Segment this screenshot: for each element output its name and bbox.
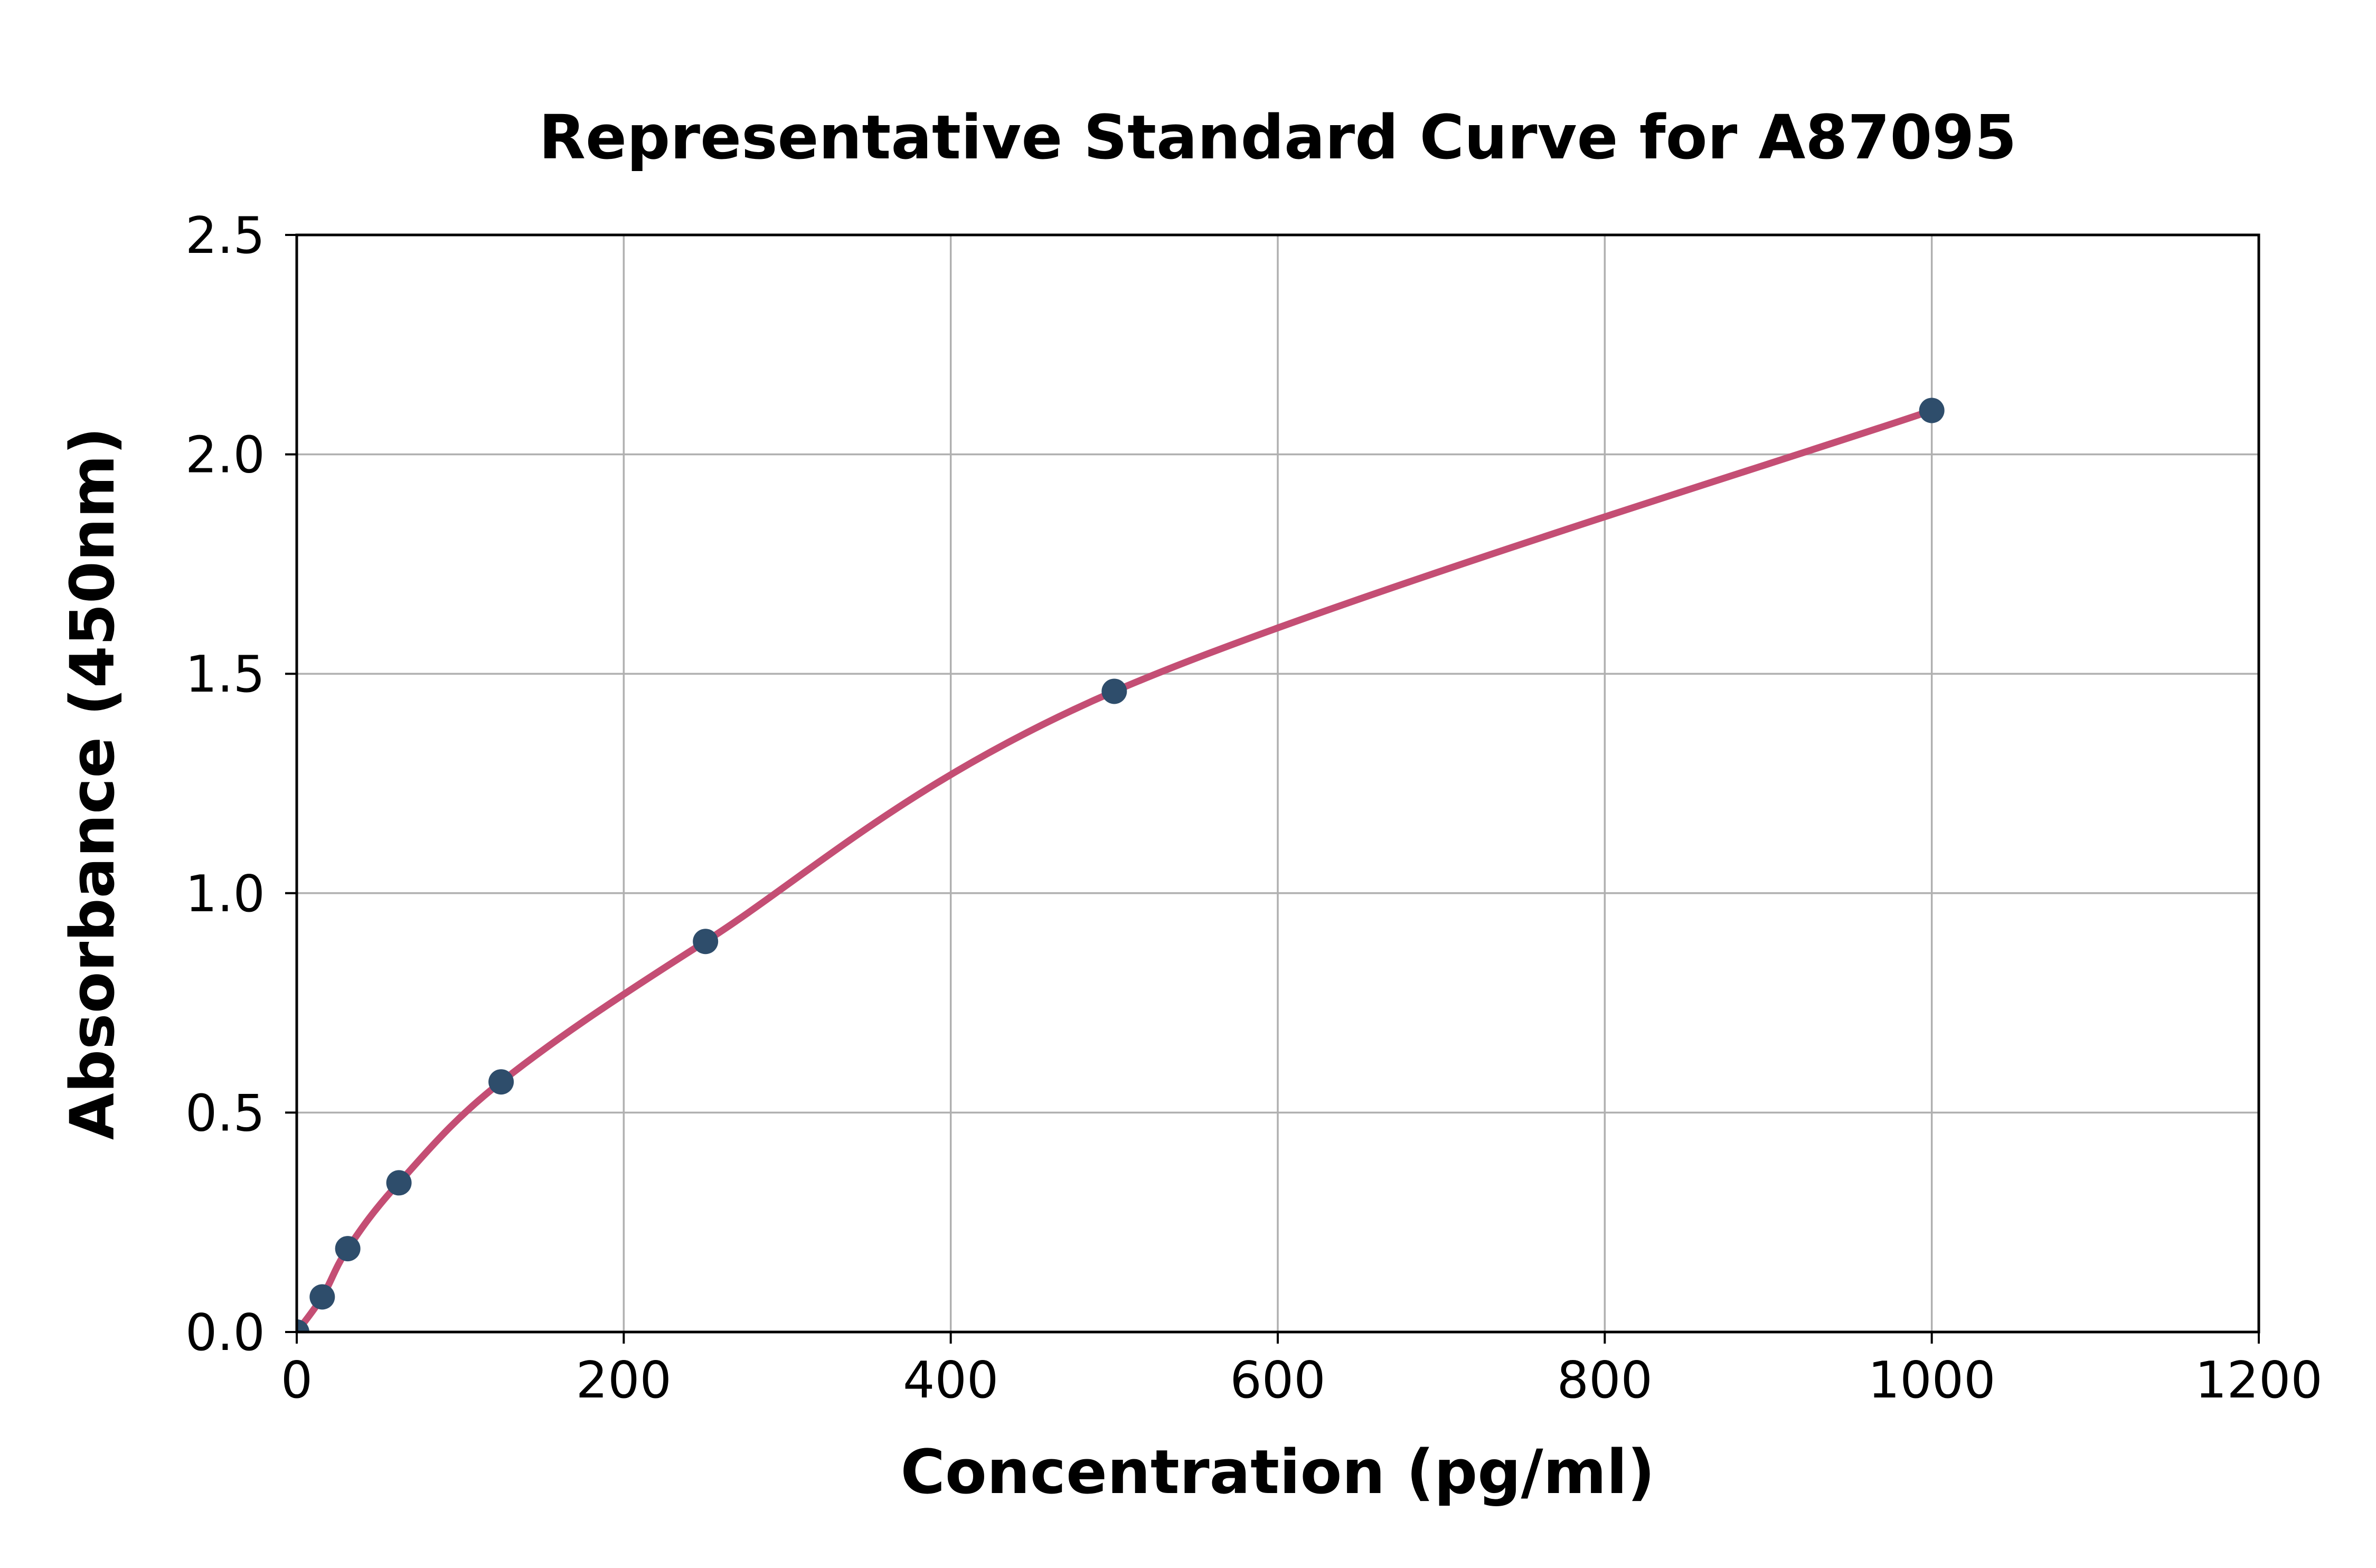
fit-curve <box>297 407 1936 1332</box>
x-tick-label: 400 <box>903 1352 998 1410</box>
y-tick-label: 2.0 <box>185 427 265 485</box>
data-point <box>1919 398 1945 423</box>
data-point <box>488 1069 514 1095</box>
chart-title: Representative Standard Curve for A87095 <box>539 102 2017 173</box>
x-axis-label: Concentration (pg/ml) <box>901 1437 1655 1508</box>
x-tick-label: 600 <box>1230 1352 1325 1410</box>
x-tick-label: 1200 <box>2195 1352 2323 1410</box>
y-tick-label: 1.5 <box>185 646 265 704</box>
x-tick-label: 200 <box>576 1352 672 1410</box>
data-points-group <box>297 398 1945 1332</box>
x-tick-label: 1000 <box>1868 1352 1996 1410</box>
y-tick-label: 0.0 <box>185 1304 265 1362</box>
data-point <box>335 1236 361 1262</box>
y-tick-label: 0.5 <box>185 1084 265 1142</box>
y-axis-label: Absorbance (450nm) <box>58 427 128 1140</box>
y-tick-label: 2.5 <box>185 207 265 265</box>
x-tick-label: 0 <box>281 1352 313 1410</box>
x-tick-label: 800 <box>1557 1352 1653 1410</box>
y-tick-label: 1.0 <box>185 865 265 923</box>
fit-curve-group <box>297 407 1936 1332</box>
data-point <box>1101 678 1127 704</box>
y-tick-labels: 0.0 0.5 1.0 1.5 2.0 2.5 <box>185 207 265 1362</box>
tick-marks <box>285 234 2260 1344</box>
data-point <box>309 1284 335 1310</box>
x-tick-labels: 0 200 400 600 800 1000 1200 <box>281 1352 2323 1410</box>
data-point <box>386 1170 412 1196</box>
data-point <box>693 929 719 955</box>
data-point <box>297 1319 309 1332</box>
grid-lines <box>297 235 2259 1332</box>
